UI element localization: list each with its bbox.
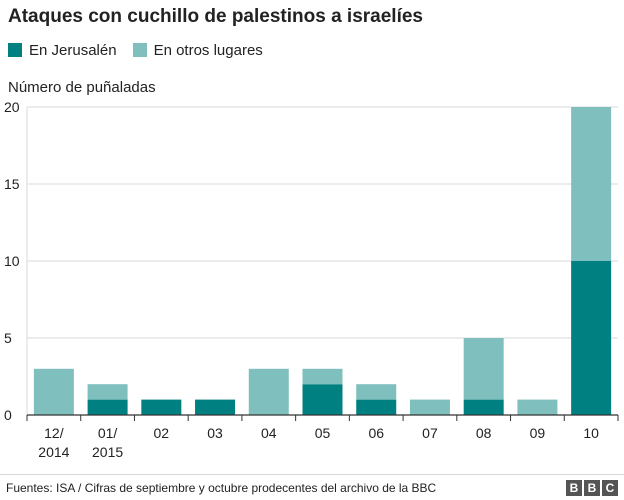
bar-otros-lugares [248, 368, 289, 415]
legend-label-otros-lugares: En otros lugares [153, 41, 263, 59]
x-tick-label: 12/2014 [38, 425, 69, 460]
bar-jerusalen [141, 399, 182, 415]
legend-swatch-otros-lugares [132, 43, 147, 57]
bar-otros-lugares [356, 384, 397, 400]
y-tick-label: 20 [4, 99, 20, 115]
footer-divider [0, 474, 624, 475]
legend-item-jerusalen: En Jerusalén [8, 42, 117, 59]
bar-otros-lugares [571, 107, 612, 261]
bbc-logo-letter: C [602, 480, 618, 496]
bar-jerusalen [302, 384, 343, 415]
bbc-logo: B B C [564, 480, 618, 496]
bar-otros-lugares [33, 368, 74, 415]
legend-swatch-jerusalen [8, 43, 22, 57]
x-tick-label: 02 [154, 425, 170, 441]
chart-title: Ataques con cuchillo de palestinos a isr… [8, 6, 423, 27]
x-tick-label: 04 [261, 425, 277, 441]
bar-otros-lugares [517, 399, 558, 415]
bar-otros-lugares [409, 399, 450, 415]
bar-otros-lugares [87, 384, 128, 400]
x-tick-label: 01/2015 [92, 425, 123, 460]
y-axis-label: Número de puñaladas [8, 79, 156, 96]
bar-otros-lugares [302, 368, 343, 385]
x-tick-label: 06 [368, 425, 384, 441]
chart-legend: En Jerusalén En otros lugares [8, 41, 279, 59]
x-tick-label: 09 [530, 425, 546, 441]
bar-jerusalen [571, 261, 612, 415]
bbc-logo-letter: B [584, 480, 600, 496]
bar-jerusalen [195, 399, 236, 415]
x-tick-label: 05 [315, 425, 331, 441]
y-tick-label: 0 [4, 407, 12, 423]
y-tick-label: 15 [4, 176, 20, 192]
x-tick-label: 10 [583, 425, 599, 441]
x-tick-label: 03 [207, 425, 223, 441]
y-tick-label: 10 [4, 253, 20, 269]
bar-jerusalen [463, 399, 504, 415]
x-tick-label: 08 [476, 425, 492, 441]
legend-item-otros-lugares: En otros lugares [132, 41, 263, 59]
source-note: Fuentes: ISA / Cifras de septiembre y oc… [6, 481, 437, 495]
legend-label-jerusalen: En Jerusalén [29, 41, 117, 59]
bar-jerusalen [87, 399, 128, 415]
bbc-logo-letter: B [566, 480, 582, 496]
bar-jerusalen [356, 399, 397, 415]
y-tick-label: 5 [4, 330, 12, 346]
bar-otros-lugares [463, 338, 504, 400]
x-tick-label: 07 [422, 425, 438, 441]
